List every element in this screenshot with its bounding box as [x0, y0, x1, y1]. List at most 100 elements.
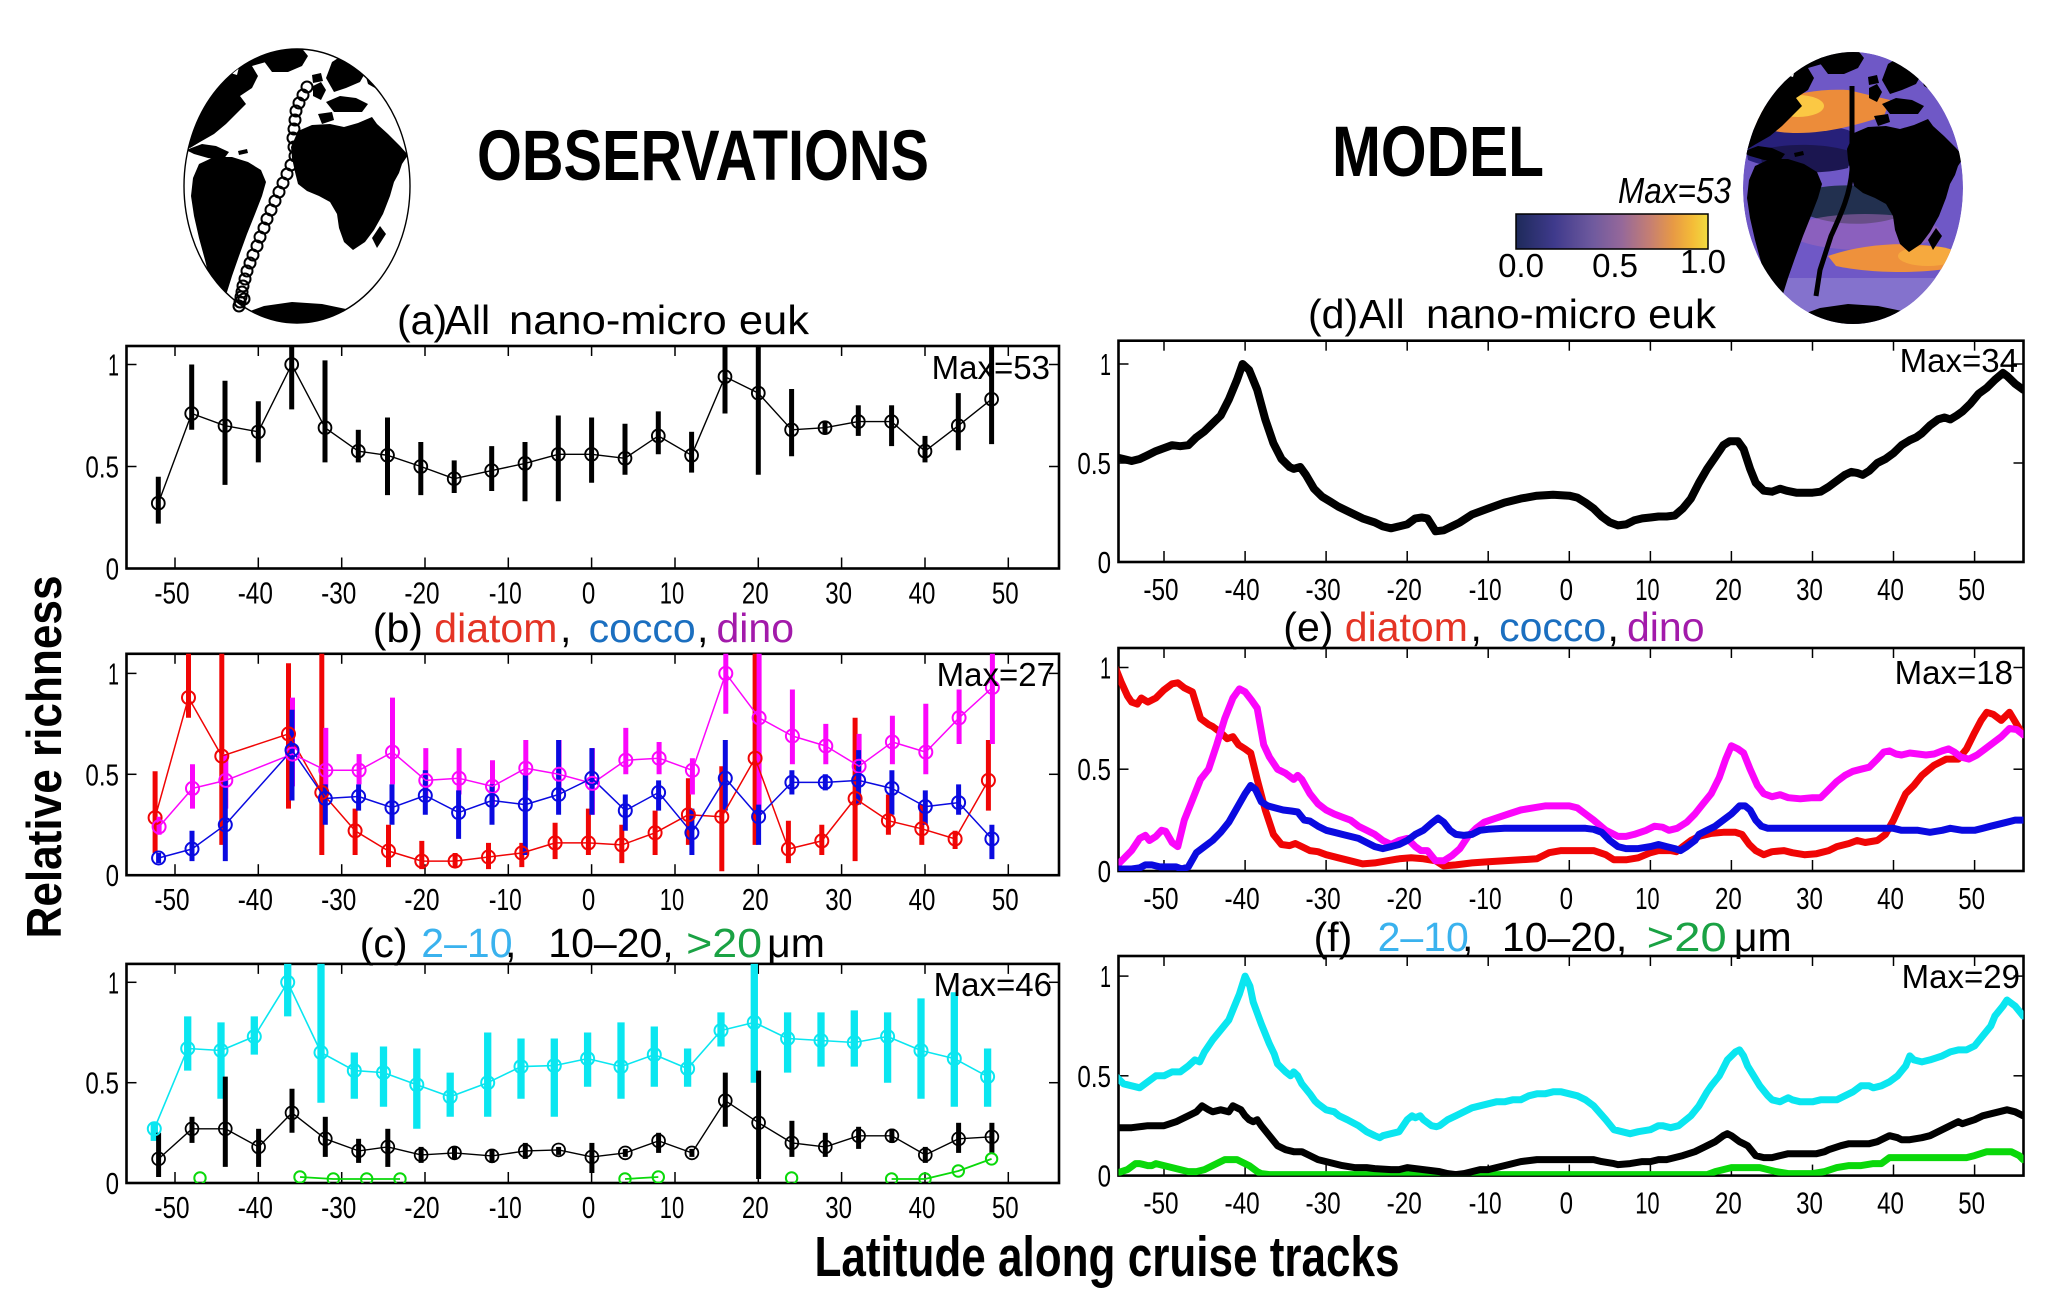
svg-text:0: 0: [106, 858, 119, 893]
svg-text:30: 30: [825, 882, 852, 917]
svg-text:nano-micro euk: nano-micro euk: [509, 297, 810, 343]
svg-text:dino: dino: [717, 605, 795, 651]
svg-text:0: 0: [582, 1190, 595, 1225]
svg-text:-10: -10: [1469, 572, 1502, 607]
svg-text:-30: -30: [321, 576, 356, 611]
svg-text:cocco: cocco: [589, 605, 696, 651]
svg-text:-30: -30: [1306, 572, 1341, 607]
svg-text:-10: -10: [1469, 1186, 1502, 1221]
svg-text:10–20,: 10–20,: [548, 920, 673, 966]
svg-text:0.5: 0.5: [1592, 247, 1638, 284]
svg-text:Max=18: Max=18: [1895, 654, 2013, 691]
svg-text:-20: -20: [404, 882, 439, 917]
svg-text:10: 10: [660, 576, 684, 611]
svg-text:2–10: 2–10: [421, 920, 512, 966]
svg-text:-30: -30: [321, 882, 356, 917]
svg-text:0: 0: [106, 552, 119, 587]
svg-text:0.5: 0.5: [1077, 446, 1111, 481]
svg-text:(c): (c): [360, 920, 408, 966]
svg-text:1.0: 1.0: [1680, 243, 1726, 280]
svg-text:30: 30: [1796, 1186, 1823, 1221]
svg-text:-10: -10: [489, 576, 522, 611]
svg-text:-40: -40: [238, 882, 273, 917]
svg-text:-20: -20: [1387, 572, 1422, 607]
svg-text:20: 20: [742, 576, 769, 611]
svg-text:0: 0: [1560, 881, 1573, 916]
svg-text:50: 50: [992, 576, 1019, 611]
svg-text:(d): (d): [1308, 291, 1358, 337]
svg-text:10–20,: 10–20,: [1502, 914, 1627, 960]
svg-text:10: 10: [660, 882, 684, 917]
svg-text:,: ,: [505, 920, 516, 966]
svg-text:50: 50: [1958, 572, 1985, 607]
svg-text:40: 40: [909, 576, 936, 611]
svg-text:-30: -30: [321, 1190, 356, 1225]
svg-text:diatom: diatom: [1345, 604, 1468, 650]
svg-text:50: 50: [992, 1190, 1019, 1225]
svg-text:μm: μm: [767, 920, 825, 966]
svg-text:Max=46: Max=46: [934, 966, 1052, 1003]
svg-text:30: 30: [825, 576, 852, 611]
svg-text:Max=27: Max=27: [937, 656, 1055, 693]
svg-text:40: 40: [1877, 881, 1904, 916]
svg-text:-10: -10: [489, 1190, 522, 1225]
svg-text:-10: -10: [1469, 881, 1502, 916]
svg-text:-50: -50: [154, 882, 189, 917]
svg-text:-40: -40: [238, 576, 273, 611]
svg-text:20: 20: [1715, 572, 1742, 607]
svg-text:Relative richness: Relative richness: [18, 576, 72, 939]
svg-text:1: 1: [1100, 651, 1111, 686]
svg-text:1: 1: [1100, 959, 1111, 994]
svg-text:All: All: [445, 297, 491, 343]
svg-text:-20: -20: [1387, 881, 1422, 916]
svg-text:,: ,: [1462, 914, 1473, 960]
svg-text:-20: -20: [1387, 1186, 1422, 1221]
svg-text:40: 40: [1877, 572, 1904, 607]
svg-text:-50: -50: [1143, 572, 1178, 607]
svg-text:Max=34: Max=34: [1900, 342, 2018, 379]
svg-text:,: ,: [560, 605, 571, 651]
svg-text:nano-micro euk: nano-micro euk: [1426, 291, 1717, 337]
svg-text:0: 0: [1098, 545, 1111, 580]
svg-text:50: 50: [1958, 881, 1985, 916]
svg-text:-20: -20: [404, 576, 439, 611]
svg-text:20: 20: [1715, 1186, 1742, 1221]
svg-text:0: 0: [1560, 1186, 1573, 1221]
svg-text:1: 1: [108, 348, 119, 383]
svg-text:Max=53: Max=53: [1618, 170, 1731, 211]
svg-text:Max=53: Max=53: [932, 349, 1050, 386]
svg-text:1: 1: [108, 965, 119, 1000]
svg-text:-50: -50: [1143, 1186, 1178, 1221]
svg-text:-40: -40: [1225, 1186, 1260, 1221]
svg-text:0: 0: [1560, 572, 1573, 607]
svg-text:0.5: 0.5: [85, 757, 119, 792]
svg-text:-20: -20: [404, 1190, 439, 1225]
svg-text:40: 40: [909, 882, 936, 917]
svg-text:40: 40: [1877, 1186, 1904, 1221]
svg-text:0.5: 0.5: [1077, 1059, 1111, 1094]
svg-text:20: 20: [742, 1190, 769, 1225]
svg-text:20: 20: [1715, 881, 1742, 916]
svg-text:2–10: 2–10: [1378, 914, 1469, 960]
svg-text:-40: -40: [1225, 572, 1260, 607]
svg-text:0: 0: [582, 576, 595, 611]
svg-text:0: 0: [582, 882, 595, 917]
svg-text:μm: μm: [1734, 914, 1792, 960]
svg-text:-50: -50: [154, 1190, 189, 1225]
svg-text:Max=29: Max=29: [1902, 958, 2020, 995]
svg-text:40: 40: [909, 1190, 936, 1225]
svg-text:-30: -30: [1306, 881, 1341, 916]
svg-text:-50: -50: [1143, 881, 1178, 916]
svg-text:cocco: cocco: [1499, 604, 1606, 650]
svg-text:(e): (e): [1283, 604, 1333, 650]
svg-text:-50: -50: [154, 576, 189, 611]
svg-text:0.5: 0.5: [1077, 752, 1111, 787]
svg-text:,: ,: [1471, 604, 1482, 650]
svg-text:10: 10: [660, 1190, 684, 1225]
svg-text:-40: -40: [1225, 881, 1260, 916]
svg-text:-40: -40: [238, 1190, 273, 1225]
svg-text:30: 30: [825, 1190, 852, 1225]
svg-text:MODEL: MODEL: [1332, 113, 1544, 192]
svg-text:(b): (b): [373, 605, 423, 651]
svg-text:0: 0: [106, 1166, 119, 1201]
